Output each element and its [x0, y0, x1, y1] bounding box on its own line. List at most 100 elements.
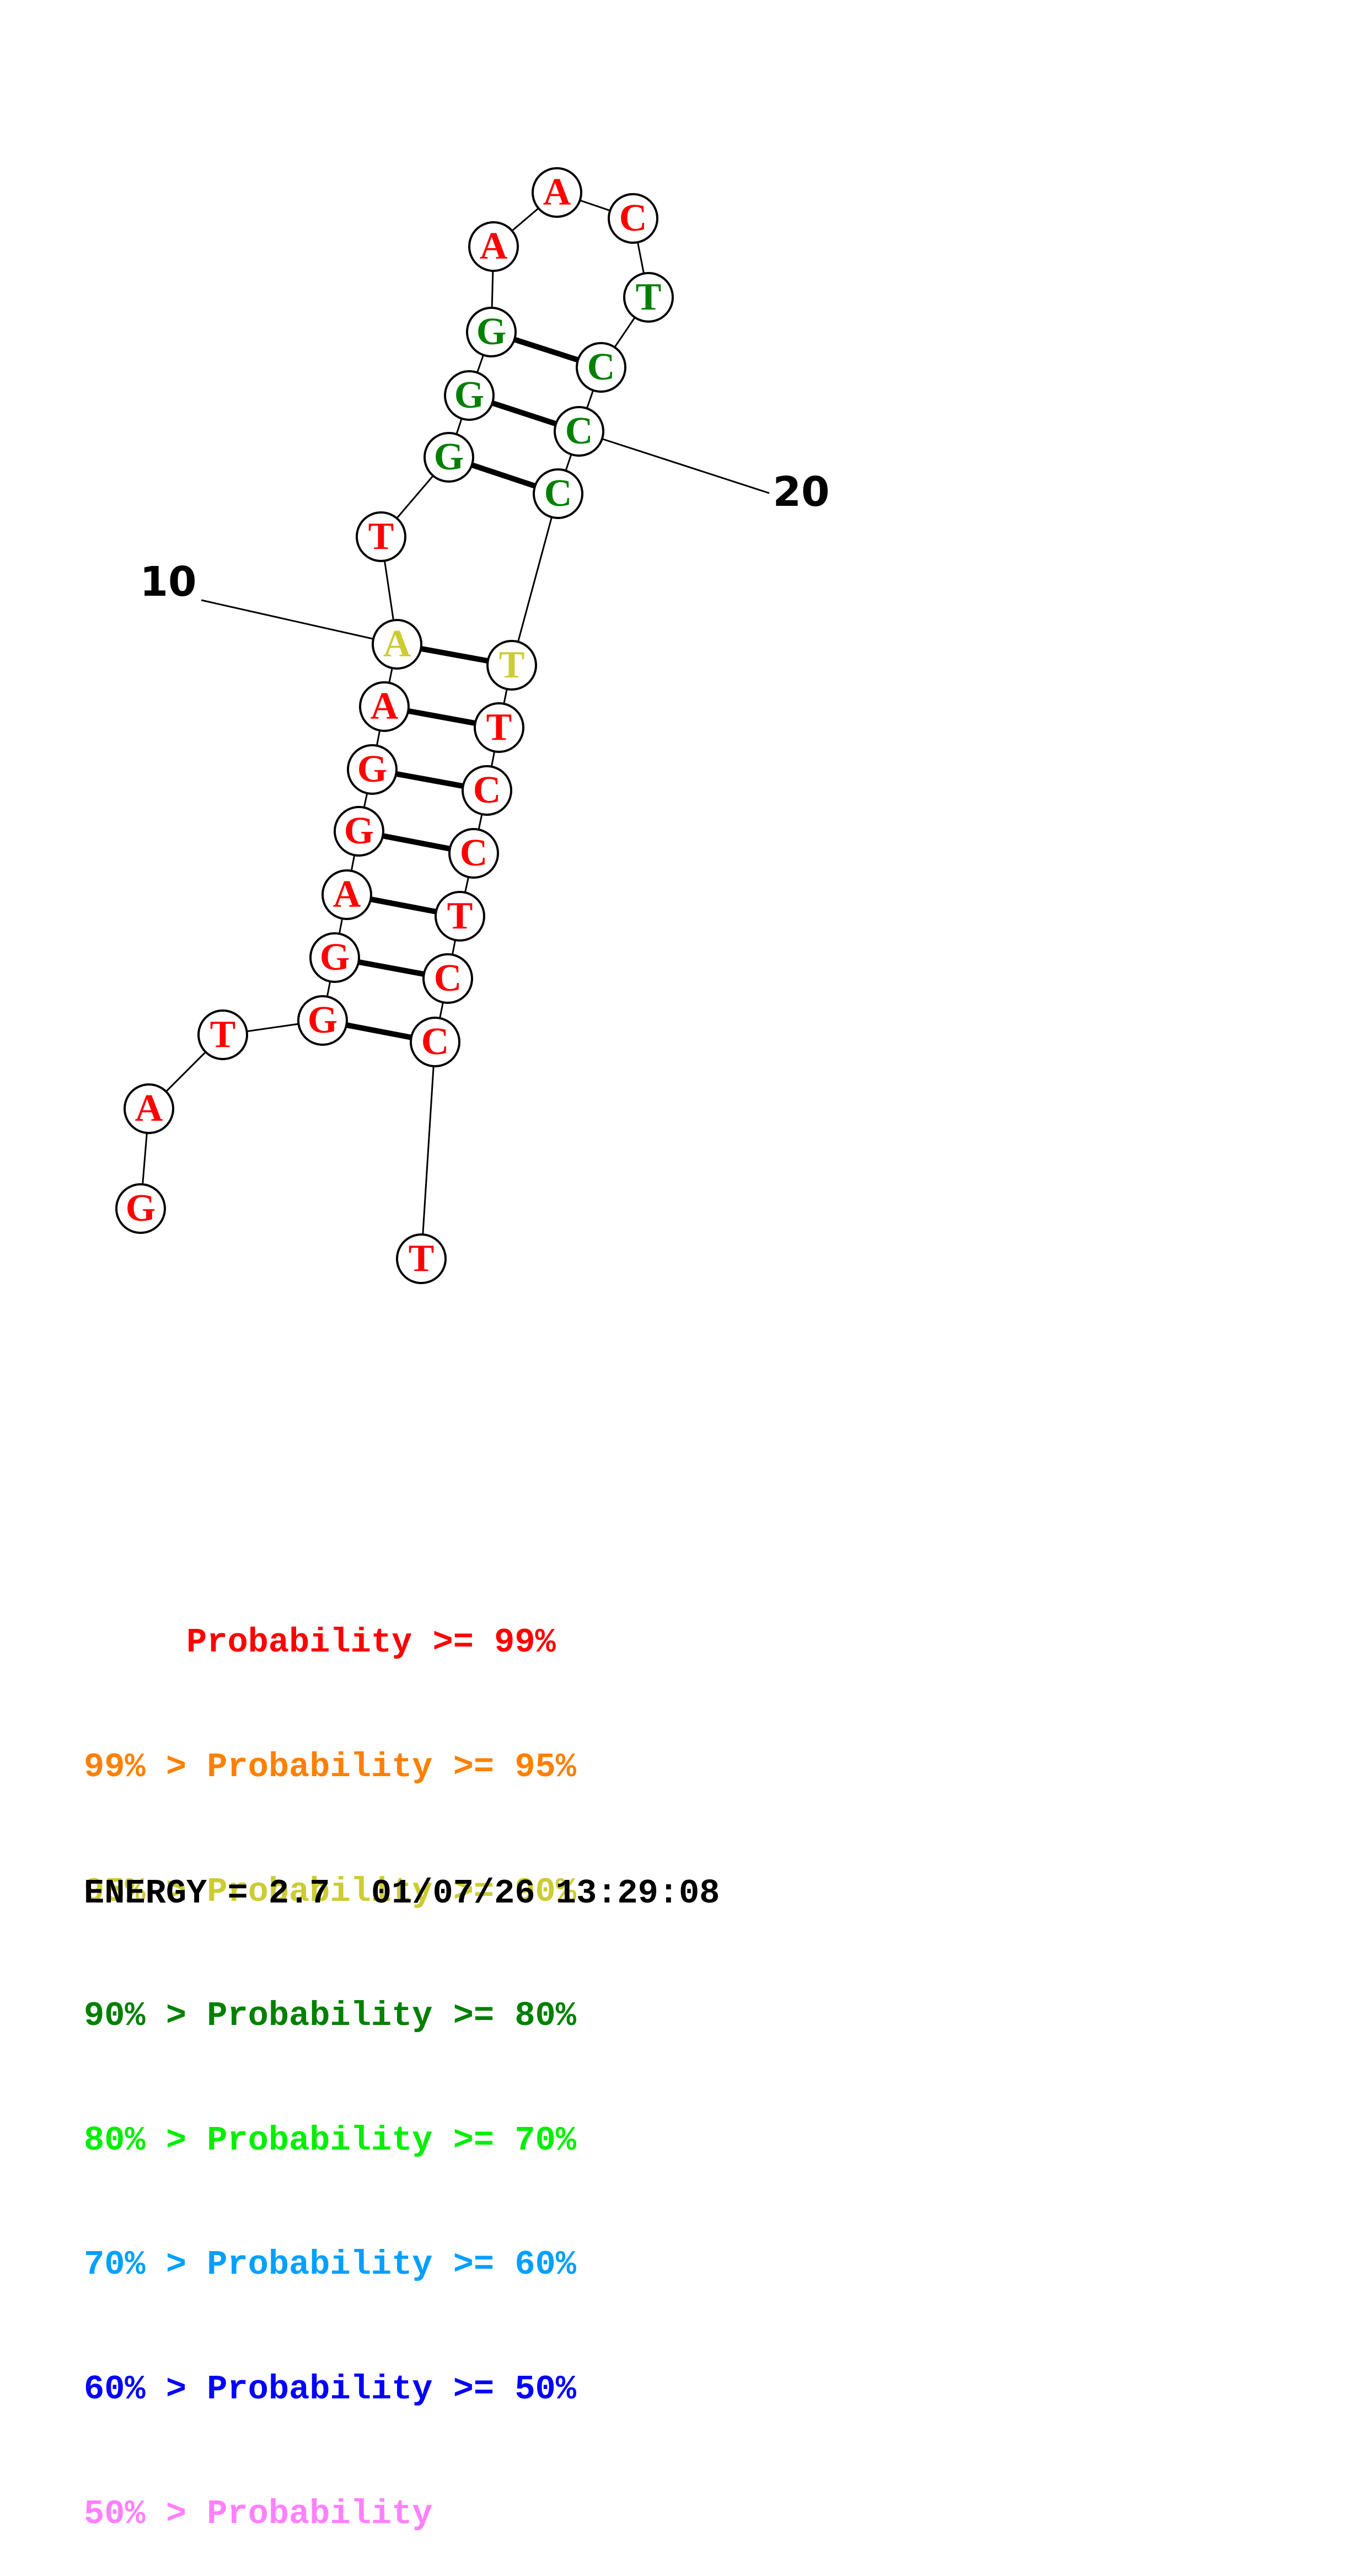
legend-row-4: 90% > Probability >= 80% [84, 1996, 576, 2036]
legend-row-8: 50% > Probability [84, 2494, 433, 2534]
nucleotide-letter-3: T [210, 1013, 236, 1056]
nucleotide-letter-29: T [409, 1237, 435, 1280]
nucleotide-letter-18: T [636, 276, 662, 318]
nucleotide-20: C [554, 406, 604, 457]
probability-legend: Probability >= 99% 99% > Probability >= … [84, 1539, 576, 2576]
nucleotide-18: T [623, 272, 674, 323]
nucleotide-letter-22: T [499, 644, 525, 686]
nucleotide-letter-7: G [344, 810, 374, 852]
nucleotide-circle-26 [435, 891, 485, 942]
nucleotide-letter-26: T [447, 895, 473, 937]
nucleotide-circle-6 [321, 869, 372, 920]
nucleotide-letter-27: C [434, 957, 462, 1000]
nucleotide-letter-24: C [473, 769, 501, 811]
nucleotide-26: T [435, 891, 485, 942]
nucleotide-circle-16 [532, 167, 582, 218]
nucleotide-16: A [532, 167, 582, 218]
nucleotide-letter-8: G [357, 748, 387, 790]
position-label-10: 10 [140, 558, 197, 606]
legend-row-3: 95% > Probability >= 90% [84, 1872, 576, 1911]
nucleotide-circle-10 [372, 619, 422, 670]
nucleotide-5: G [309, 932, 360, 983]
position-tick-20 [578, 430, 770, 494]
nucleotide-circle-5 [309, 932, 360, 983]
nucleotide-circle-17 [608, 193, 658, 244]
nucleotide-letter-21: C [544, 472, 572, 515]
nucleotide-14: G [466, 307, 517, 357]
nucleotide-circle-18 [623, 272, 674, 323]
nucleotide-24: C [462, 765, 512, 816]
nucleotide-circle-23 [474, 702, 524, 753]
legend-row-6: 70% > Probability >= 60% [84, 2245, 576, 2285]
nucleotide-27: C [422, 953, 473, 1004]
nucleotide-21: C [533, 468, 583, 519]
nucleotide-circle-1 [115, 1183, 166, 1234]
nucleotide-circle-28 [410, 1017, 460, 1067]
nucleotide-6: A [321, 869, 372, 920]
nucleotide-13: G [444, 370, 495, 421]
nucleotide-circle-24 [462, 765, 512, 816]
nucleotide-letter-16: A [543, 171, 571, 213]
nucleotide-letter-23: T [486, 706, 512, 749]
nucleotide-circle-20 [554, 406, 604, 457]
nucleotide-11: T [356, 511, 406, 562]
position-tick-10 [201, 599, 398, 645]
nucleotide-25: C [448, 828, 499, 879]
legend-row-7: 60% > Probability >= 50% [84, 2369, 576, 2409]
nucleotide-letter-25: C [460, 832, 488, 874]
nucleotide-letter-17: C [619, 197, 647, 239]
nucleotide-19: C [576, 342, 626, 393]
nucleotide-letter-28: C [421, 1020, 449, 1063]
backbone-segment-28-29 [420, 1041, 436, 1259]
nucleotide-10: A [372, 619, 422, 670]
nucleotide-1: G [115, 1183, 166, 1234]
nucleotide-9: A [359, 681, 410, 732]
nucleotide-letter-5: G [320, 936, 350, 979]
nucleotide-circle-7 [334, 806, 384, 857]
nucleotide-letter-4: G [308, 999, 337, 1041]
nucleotide-letter-2: A [135, 1087, 163, 1130]
nucleotide-letter-6: A [333, 873, 361, 916]
nucleotide-circle-12 [423, 432, 474, 483]
backbone-segment-21-22 [511, 493, 559, 666]
nucleotide-23: T [474, 702, 524, 753]
nucleotide-circle-19 [576, 342, 626, 393]
nucleotide-circle-8 [347, 744, 398, 795]
nucleotide-29: T [396, 1233, 447, 1284]
nucleotide-22: T [486, 640, 537, 691]
legend-row-1: Probability >= 99% [84, 1623, 556, 1663]
nucleotide-12: G [423, 432, 474, 483]
nucleotide-3: T [197, 1009, 248, 1060]
nucleotide-circle-9 [359, 681, 410, 732]
position-label-20: 20 [773, 468, 830, 516]
energy-timestamp: ENERGY = 2.7 01/07/26 13:29:08 [84, 1874, 720, 1913]
nucleotide-circle-27 [422, 953, 473, 1004]
nucleotide-letter-15: A [480, 225, 508, 268]
nucleotide-15: A [468, 221, 519, 272]
nucleotide-circle-29 [396, 1233, 447, 1284]
position-label-layer: 10 20 [140, 430, 830, 645]
nucleotide-circle-13 [444, 370, 495, 421]
nucleotide-circle-22 [486, 640, 537, 691]
nucleotide-circle-15 [468, 221, 519, 272]
nucleotide-circle-4 [297, 995, 348, 1046]
nucleotide-letter-10: A [383, 623, 411, 665]
nucleotide-circle-14 [466, 307, 517, 357]
nucleotide-circle-2 [124, 1083, 174, 1134]
nucleotide-letter-20: C [565, 410, 593, 452]
nucleotide-circle-21 [533, 468, 583, 519]
nucleotide-7: G [334, 806, 384, 857]
nucleotide-letter-11: T [368, 515, 394, 558]
nucleotide-28: C [410, 1017, 460, 1067]
nucleotide-17: C [608, 193, 658, 244]
nucleotide-letter-1: G [126, 1187, 156, 1230]
nucleotide-letter-13: G [454, 374, 484, 416]
nucleotide-8: G [347, 744, 398, 795]
nucleotide-letter-19: C [587, 346, 615, 388]
nucleotide-circle-3 [197, 1009, 248, 1060]
nucleotide-letter-14: G [476, 311, 506, 353]
nucleotide-2: A [124, 1083, 174, 1134]
legend-row-2: 99% > Probability >= 95% [84, 1747, 576, 1787]
nucleotide-4: G [297, 995, 348, 1046]
